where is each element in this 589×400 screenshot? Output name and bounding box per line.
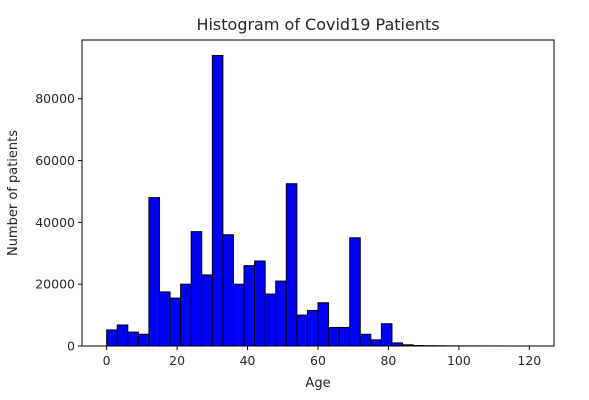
x-axis: 0 20 40 60 80 100 120 xyxy=(103,346,541,368)
x-tick-label: 0 xyxy=(103,353,111,368)
histogram-bar xyxy=(370,339,382,347)
histogram-bar xyxy=(296,314,308,347)
x-tick-label: 40 xyxy=(240,353,256,368)
histogram-bar xyxy=(201,274,213,347)
y-tick-label: 80000 xyxy=(35,91,75,106)
histogram-bar xyxy=(349,237,361,347)
y-tick-label: 60000 xyxy=(35,153,75,168)
histogram-bar xyxy=(127,331,139,347)
y-axis-label: Number of patients xyxy=(6,130,21,256)
histogram-bar xyxy=(359,333,372,347)
histogram-bar xyxy=(116,324,129,347)
plot-frame xyxy=(81,39,555,347)
y-tick-label: 0 xyxy=(67,339,75,354)
y-tick-label: 40000 xyxy=(35,215,75,230)
histogram-bar xyxy=(158,291,171,347)
y-axis: 0 20000 40000 60000 80000 xyxy=(35,91,82,354)
histogram-bar xyxy=(306,309,319,347)
histogram-bar xyxy=(180,283,192,347)
x-tick-label: 20 xyxy=(169,353,185,368)
x-tick-label: 80 xyxy=(380,353,396,368)
histogram-bar xyxy=(190,231,203,347)
histogram-bar xyxy=(169,297,182,347)
histogram-bar xyxy=(243,265,256,347)
histogram-bar xyxy=(264,293,277,347)
x-axis-label: Age xyxy=(305,376,330,391)
histogram-bar xyxy=(137,333,150,347)
y-tick-label: 20000 xyxy=(35,277,75,292)
histogram-bar xyxy=(254,260,266,347)
histogram-bar xyxy=(285,183,298,347)
histogram-bar xyxy=(275,280,287,347)
histogram-bar xyxy=(148,197,160,347)
x-tick-label: 60 xyxy=(310,353,326,368)
histogram-bar xyxy=(338,326,351,347)
x-tick-label: 120 xyxy=(517,353,541,368)
histogram-bar xyxy=(232,283,245,347)
chart-title: Histogram of Covid19 Patients xyxy=(196,15,439,34)
histogram-bar xyxy=(328,326,340,347)
histogram-bar xyxy=(222,234,234,347)
x-tick-label: 100 xyxy=(447,353,471,368)
histogram-bar xyxy=(106,329,118,347)
histogram-bar xyxy=(211,54,224,347)
histogram-bar xyxy=(317,302,330,347)
bars-layer xyxy=(106,54,541,347)
histogram-bar xyxy=(380,323,393,347)
